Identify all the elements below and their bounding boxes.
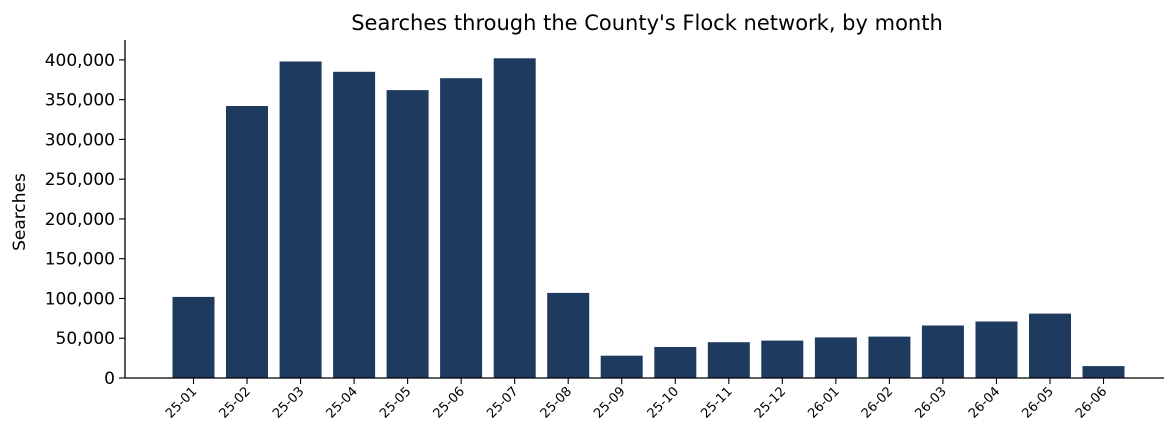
x-tick-label: 26-04 bbox=[966, 384, 1003, 421]
y-tick-label: 300,000 bbox=[45, 130, 115, 150]
x-tick-label: 25-01 bbox=[163, 384, 200, 421]
y-ticks-group: 0 50,000 100,000 150,000 200,000 250,000 300,0… bbox=[45, 51, 125, 389]
x-tick-label: 26-03 bbox=[912, 384, 949, 421]
bar-25-04 bbox=[333, 71, 376, 379]
x-tick-label: 25-03 bbox=[270, 384, 307, 421]
bar-25-01 bbox=[172, 296, 215, 378]
bar-25-12 bbox=[761, 340, 804, 378]
bar-26-05 bbox=[1029, 313, 1071, 378]
x-tick-label: 25-05 bbox=[377, 384, 414, 421]
bar-25-09 bbox=[600, 355, 643, 378]
y-tick-label: 150,000 bbox=[45, 250, 115, 270]
y-tick-label: 0 bbox=[104, 369, 115, 389]
x-tick-label: 25-07 bbox=[484, 384, 521, 421]
y-axis-label: Searches bbox=[10, 173, 30, 251]
x-tick-label: 25-12 bbox=[752, 384, 789, 421]
bar-25-07 bbox=[493, 58, 536, 379]
y-tick-label: 350,000 bbox=[45, 91, 115, 111]
bar-26-03 bbox=[921, 325, 964, 378]
y-tick-label: 200,000 bbox=[45, 210, 115, 230]
bar-26-06 bbox=[1082, 366, 1125, 378]
y-tick-label: 100,000 bbox=[45, 289, 115, 309]
x-tick-label: 25-04 bbox=[324, 384, 361, 421]
x-tick-label: 25-02 bbox=[217, 384, 254, 421]
y-tick-label: 250,000 bbox=[45, 170, 115, 190]
bar-25-11 bbox=[707, 342, 750, 378]
bar-25-02 bbox=[226, 106, 268, 378]
bar-26-02 bbox=[868, 336, 911, 378]
bar-25-05 bbox=[386, 90, 429, 378]
x-tick-label: 25-06 bbox=[431, 384, 468, 421]
x-tick-label: 25-08 bbox=[538, 384, 575, 421]
bar-25-10 bbox=[654, 347, 697, 378]
x-tick-label: 25-10 bbox=[645, 384, 682, 421]
x-tick-label: 26-05 bbox=[1019, 384, 1056, 421]
x-tick-label: 26-01 bbox=[805, 384, 842, 421]
bars-group bbox=[172, 58, 1125, 379]
y-tick-label: 50,000 bbox=[56, 329, 115, 349]
x-tick-label: 25-11 bbox=[698, 384, 735, 421]
chart-title: Searches through the County's Flock netw… bbox=[351, 11, 943, 35]
bar-26-01 bbox=[814, 337, 857, 378]
x-tick-label: 25-09 bbox=[591, 384, 628, 421]
x-tick-label: 26-06 bbox=[1073, 384, 1110, 421]
bar-25-06 bbox=[440, 78, 483, 378]
x-ticks-group: 25-01 25-02 25-03 25-04 25-05 25-06 25-07 25-08… bbox=[163, 378, 1110, 422]
bar-25-03 bbox=[279, 61, 322, 378]
x-tick-label: 26-02 bbox=[859, 384, 896, 421]
bar-25-08 bbox=[547, 292, 590, 378]
y-tick-label: 400,000 bbox=[45, 51, 115, 71]
bar-26-04 bbox=[975, 321, 1018, 378]
